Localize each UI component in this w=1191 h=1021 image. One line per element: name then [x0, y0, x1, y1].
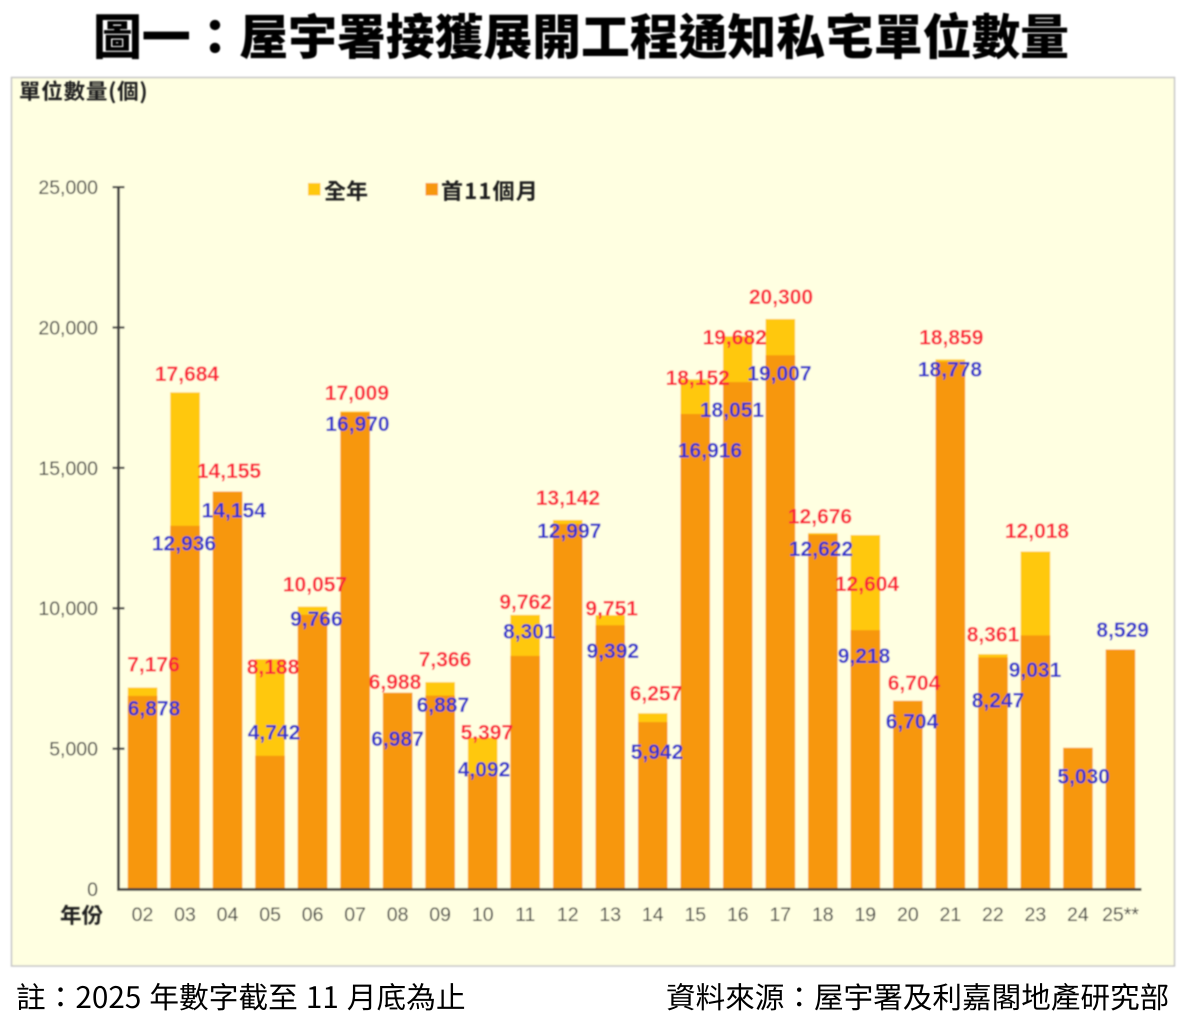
svg-text:12,604: 12,604 [835, 573, 900, 596]
svg-text:20: 20 [897, 904, 919, 926]
svg-text:05: 05 [259, 904, 281, 926]
svg-text:09: 09 [429, 904, 451, 926]
svg-text:8,247: 8,247 [972, 689, 1025, 712]
svg-text:6,257: 6,257 [630, 682, 683, 705]
svg-text:9,762: 9,762 [499, 591, 552, 614]
svg-text:15: 15 [684, 904, 706, 926]
svg-text:18,859: 18,859 [919, 326, 983, 349]
svg-text:07: 07 [344, 904, 366, 926]
svg-text:9,031: 9,031 [1009, 659, 1062, 682]
svg-text:8,529: 8,529 [1096, 619, 1149, 642]
svg-text:5,397: 5,397 [461, 722, 514, 745]
svg-text:9,751: 9,751 [585, 598, 638, 621]
svg-text:9,218: 9,218 [838, 645, 891, 668]
svg-text:12,997: 12,997 [537, 520, 601, 543]
svg-text:06: 06 [302, 904, 324, 926]
svg-text:5,030: 5,030 [1057, 766, 1110, 789]
svg-text:8,188: 8,188 [247, 656, 300, 679]
svg-text:18,152: 18,152 [666, 367, 730, 390]
svg-text:17,684: 17,684 [155, 363, 220, 386]
svg-text:10: 10 [472, 904, 494, 926]
svg-text:25,000: 25,000 [38, 177, 98, 199]
svg-text:9,766: 9,766 [290, 608, 343, 631]
svg-text:18: 18 [812, 904, 834, 926]
svg-text:6,704: 6,704 [886, 711, 939, 734]
svg-text:13,142: 13,142 [536, 487, 600, 510]
svg-text:19,007: 19,007 [747, 363, 811, 386]
svg-text:6,887: 6,887 [417, 694, 470, 717]
svg-text:5,942: 5,942 [631, 741, 684, 764]
svg-text:8,301: 8,301 [503, 620, 556, 643]
svg-text:14,155: 14,155 [197, 460, 262, 483]
svg-text:4,092: 4,092 [458, 759, 511, 782]
svg-text:25**: 25** [1102, 904, 1139, 926]
svg-text:17: 17 [769, 904, 791, 926]
svg-text:02: 02 [132, 904, 154, 926]
svg-text:16: 16 [727, 904, 749, 926]
svg-text:16,970: 16,970 [325, 413, 389, 436]
svg-text:17,009: 17,009 [325, 382, 389, 405]
svg-text:13: 13 [599, 904, 621, 926]
svg-text:12,676: 12,676 [788, 505, 852, 528]
svg-text:12,622: 12,622 [789, 538, 853, 561]
svg-text:08: 08 [387, 904, 409, 926]
svg-text:14: 14 [642, 904, 664, 926]
svg-text:23: 23 [1025, 904, 1047, 926]
svg-text:04: 04 [217, 904, 239, 926]
svg-text:16,916: 16,916 [678, 439, 742, 462]
svg-text:19: 19 [854, 904, 876, 926]
svg-text:4,742: 4,742 [248, 722, 301, 745]
svg-text:6,878: 6,878 [128, 698, 181, 721]
svg-text:18,778: 18,778 [918, 358, 983, 381]
svg-text:22: 22 [982, 904, 1004, 926]
svg-text:0: 0 [87, 879, 98, 901]
svg-text:03: 03 [174, 904, 196, 926]
svg-text:6,987: 6,987 [371, 728, 424, 751]
svg-text:14,154: 14,154 [202, 500, 267, 523]
svg-text:20,000: 20,000 [38, 317, 98, 339]
svg-text:20,300: 20,300 [749, 286, 813, 309]
svg-text:5,000: 5,000 [49, 739, 98, 761]
svg-text:11: 11 [515, 904, 535, 926]
svg-text:21: 21 [940, 904, 962, 926]
svg-text:19,682: 19,682 [703, 327, 767, 350]
svg-text:6,704: 6,704 [888, 672, 941, 695]
svg-text:10,000: 10,000 [38, 598, 98, 620]
svg-text:24: 24 [1067, 904, 1089, 926]
svg-text:6,988: 6,988 [369, 671, 422, 694]
svg-text:7,366: 7,366 [419, 649, 472, 672]
svg-text:12,018: 12,018 [1005, 520, 1070, 543]
svg-text:18,051: 18,051 [700, 399, 765, 422]
svg-text:8,361: 8,361 [967, 623, 1020, 646]
svg-text:10,057: 10,057 [283, 574, 347, 597]
svg-text:12,936: 12,936 [152, 533, 216, 556]
svg-text:7,176: 7,176 [127, 654, 180, 677]
svg-text:9,392: 9,392 [587, 640, 640, 663]
svg-text:12: 12 [557, 904, 579, 926]
svg-text:15,000: 15,000 [38, 458, 98, 480]
